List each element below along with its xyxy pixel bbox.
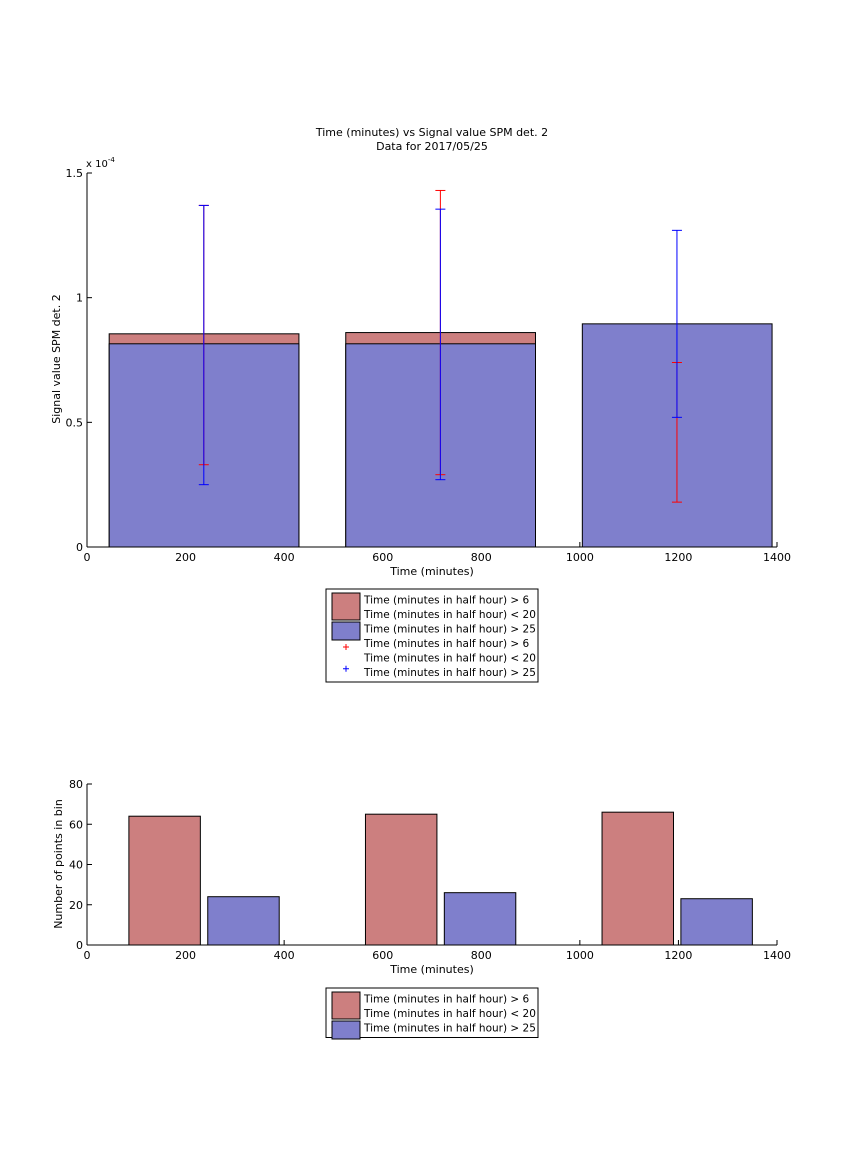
top-y-axis-label: Signal value SPM det. 2: [50, 294, 63, 424]
x-tick-label: 1200: [664, 551, 692, 564]
legend-label: Time (minutes in half hour) < 20: [363, 609, 536, 621]
legend-label: Time (minutes in half hour) > 6: [363, 994, 530, 1006]
bar-series-1: [128, 815, 201, 946]
x-tick-label: 1400: [763, 949, 791, 962]
bar-series-2: [443, 892, 517, 946]
x-tick-label: 1400: [763, 551, 791, 564]
bottom-x-axis-label: Time (minutes): [389, 963, 474, 976]
x-tick-label: 800: [471, 551, 492, 564]
legend-label: Time (minutes in half hour) > 6: [363, 638, 530, 650]
bar-series-2: [680, 898, 753, 946]
chart-title: Time (minutes) vs Signal value SPM det. …: [315, 126, 548, 139]
x-tick-label: 400: [274, 949, 295, 962]
x-tick-label: 1200: [664, 949, 692, 962]
x-tick-label: 600: [372, 949, 393, 962]
legend-patch: [331, 991, 361, 1020]
legend-box: [325, 987, 539, 1038]
x-tick-label: 1000: [566, 551, 594, 564]
top-plot-area: 0 200 400 600 800 1000 1200 1400 0 0.5 1 1.5: [66, 167, 792, 564]
y-tick-label: 0: [76, 939, 83, 952]
chart-subtitle: Data for 2017/05/25: [376, 140, 488, 153]
bar-series-2: [207, 896, 280, 946]
legend-patch: [331, 592, 361, 621]
x-tick-label: 800: [471, 949, 492, 962]
y-tick-label: 0: [76, 541, 83, 554]
bar-series-1: [601, 811, 674, 946]
legend-label: Time (minutes in half hour) > 6: [363, 595, 530, 607]
bottom-y-axis-label: Number of points in bin: [52, 799, 65, 929]
y-tick-label: 20: [69, 899, 83, 912]
bar-series-1: [364, 813, 438, 946]
y-tick-label: 80: [69, 778, 83, 791]
legend-label: Time (minutes in half hour) < 20: [363, 1008, 536, 1020]
legend-label: Time (minutes in half hour) < 20: [363, 653, 536, 665]
top-legend: Time (minutes in half hour) > 6 Time (min…: [325, 588, 539, 683]
x-tick-label: 1000: [566, 949, 594, 962]
y-tick-label: 1.5: [66, 167, 84, 180]
bottom-legend: Time (minutes in half hour) > 6 Time (min…: [325, 987, 539, 1040]
x-tick-label: 200: [175, 551, 196, 564]
legend-label: Time (minutes in half hour) > 25: [363, 667, 536, 679]
legend-box: [325, 588, 539, 683]
top-x-axis-label: Time (minutes): [389, 565, 474, 578]
y-tick-label: 40: [69, 859, 83, 872]
bottom-plot-area: 0 200 400 600 800 1000 1200 1400 0 20 40 60 80: [69, 778, 791, 962]
x-tick-label: 0: [84, 551, 91, 564]
y-tick-label: 60: [69, 818, 83, 831]
x-tick-label: 400: [274, 551, 295, 564]
y-tick-label: 1: [76, 292, 83, 305]
legend-patch: [331, 621, 361, 641]
legend-patch: [331, 1020, 361, 1040]
y-exponent-label: x 10-4: [86, 156, 115, 170]
legend-label: Time (minutes in half hour) > 25: [363, 624, 536, 636]
x-tick-label: 0: [84, 949, 91, 962]
legend-label: Time (minutes in half hour) > 25: [363, 1023, 536, 1035]
x-tick-label: 200: [175, 949, 196, 962]
y-tick-label: 0.5: [66, 416, 84, 429]
x-tick-label: 600: [372, 551, 393, 564]
